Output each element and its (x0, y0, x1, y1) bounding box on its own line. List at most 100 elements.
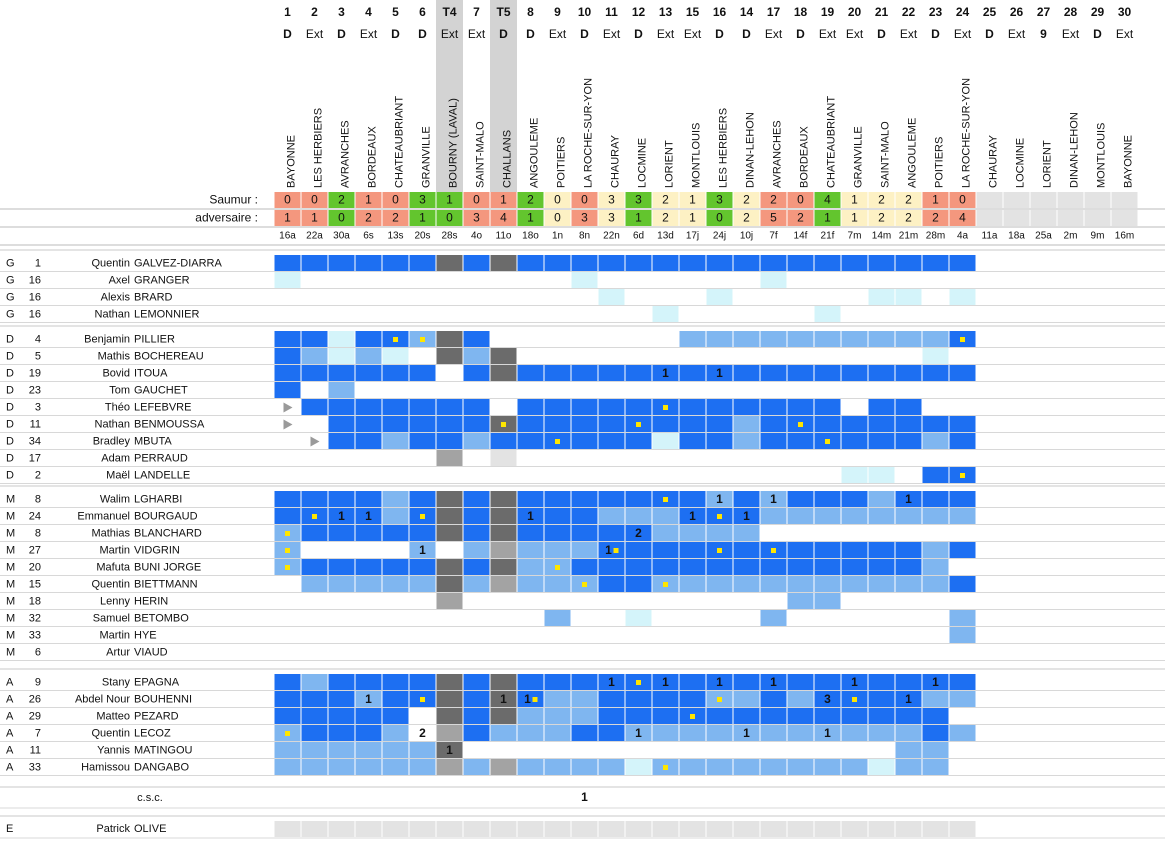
jersey-number: 3 (35, 401, 41, 413)
play-cell (949, 365, 976, 381)
play-cell (733, 691, 760, 707)
staff-cell (787, 821, 814, 837)
match-date: 28m (926, 231, 945, 242)
play-cell (301, 525, 328, 541)
play-cell (544, 255, 571, 271)
first-name: Mathis (98, 350, 131, 362)
play-cell (436, 725, 463, 741)
play-cell (895, 725, 922, 741)
play-cell (895, 416, 922, 432)
goal-count: 1 (524, 692, 531, 706)
opponent-score: 0 (716, 211, 723, 225)
play-cell (544, 610, 571, 626)
play-cell (652, 542, 679, 558)
play-cell (787, 576, 814, 592)
play-cell (517, 525, 544, 541)
card-icon (717, 548, 722, 553)
match-date: 28s (441, 231, 457, 242)
play-cell (760, 725, 787, 741)
cup-band (436, 0, 463, 192)
opponent-score: 0 (554, 211, 561, 225)
play-cell (787, 365, 814, 381)
opponent: SAINT-MALO (879, 121, 891, 188)
score-cell (814, 210, 841, 226)
play-cell (274, 759, 301, 775)
match-number: 29 (1091, 5, 1105, 19)
play-cell (463, 399, 490, 415)
play-cell (436, 331, 463, 347)
score-cell (1111, 192, 1138, 208)
play-cell (544, 542, 571, 558)
play-cell (868, 491, 895, 507)
play-cell (274, 708, 301, 724)
opponent: LOCMINE (636, 138, 648, 188)
opponent: GRANVILLE (420, 126, 432, 188)
play-cell (436, 708, 463, 724)
play-cell (328, 674, 355, 690)
opponent-score: 2 (797, 211, 804, 225)
play-cell (382, 508, 409, 524)
opponent: DINAN-LEHON (744, 112, 756, 188)
opponent: ANGOULEME (906, 118, 918, 188)
jersey-number: 11 (30, 744, 41, 756)
play-cell (328, 576, 355, 592)
play-cell (625, 255, 652, 271)
play-cell (598, 289, 625, 305)
play-cell (301, 365, 328, 381)
jersey-number: 26 (29, 693, 41, 705)
opponent-score: 3 (473, 211, 480, 225)
goal-count: 2 (635, 526, 642, 540)
score-cell (328, 210, 355, 226)
play-cell (436, 759, 463, 775)
play-cell (274, 742, 301, 758)
play-cell (733, 674, 760, 690)
play-cell (382, 365, 409, 381)
play-cell (517, 433, 544, 449)
staff-cell (517, 821, 544, 837)
play-cell (625, 576, 652, 592)
play-cell (598, 491, 625, 507)
saumur-score: 2 (878, 193, 885, 207)
opponent: BORDEAUX (798, 126, 810, 188)
match-number: T4 (442, 5, 456, 19)
play-cell (679, 759, 706, 775)
match-number: 23 (929, 5, 943, 19)
opponent: LES HERBIERS (717, 108, 729, 188)
card-icon (312, 514, 317, 519)
card-icon (285, 548, 290, 553)
play-cell (922, 255, 949, 271)
score-cell (679, 192, 706, 208)
venue: D (1093, 27, 1102, 41)
opponent: CHALLANS (501, 130, 513, 188)
match-number: 6 (419, 5, 426, 19)
position: G (6, 257, 15, 269)
play-cell (274, 255, 301, 271)
play-cell (301, 559, 328, 575)
play-cell (814, 508, 841, 524)
play-cell (436, 576, 463, 592)
play-cell (949, 416, 976, 432)
play-cell (949, 725, 976, 741)
play-cell (949, 610, 976, 626)
play-cell (814, 331, 841, 347)
play-cell (328, 708, 355, 724)
jersey-number: 18 (29, 595, 41, 607)
play-cell (895, 742, 922, 758)
match-date: 2m (1064, 231, 1078, 242)
match-date: 7f (769, 231, 778, 242)
card-icon (663, 765, 668, 770)
play-cell (274, 348, 301, 364)
saumur-score: 2 (527, 193, 534, 207)
score-cell (274, 210, 301, 226)
saumur-score: 3 (419, 193, 426, 207)
score-cell (1057, 192, 1084, 208)
play-cell (841, 674, 868, 690)
first-name: Walim (100, 493, 130, 505)
play-cell (841, 491, 868, 507)
play-cell (301, 708, 328, 724)
play-cell (274, 491, 301, 507)
play-cell (544, 708, 571, 724)
play-cell (733, 559, 760, 575)
opponent: BORDEAUX (366, 126, 378, 188)
last-name: VIAUD (134, 646, 168, 658)
